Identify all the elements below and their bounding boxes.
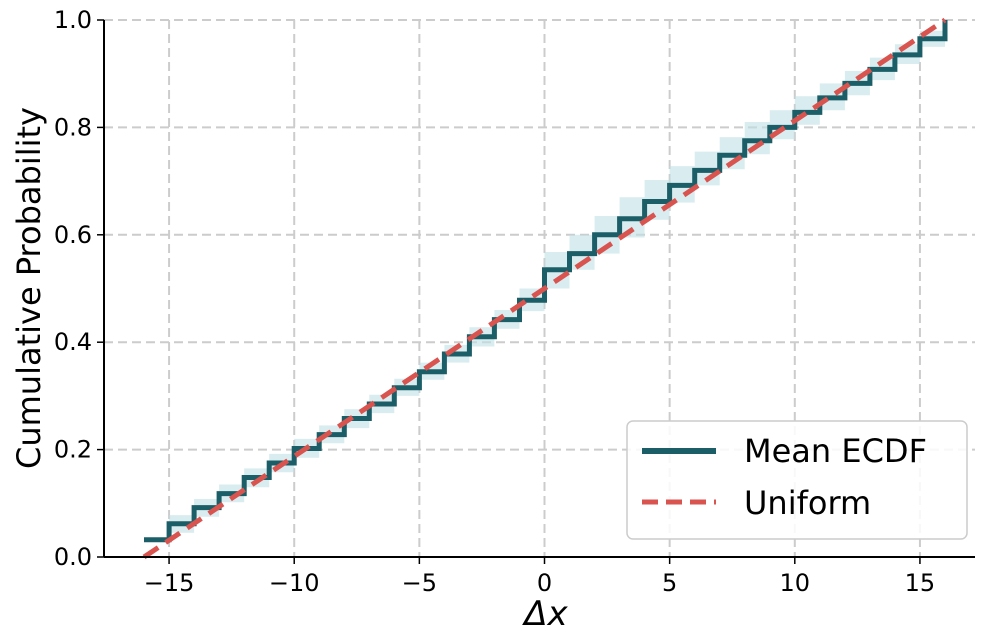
series-lines <box>142 17 948 560</box>
legend-label-uniform: Uniform <box>744 484 871 522</box>
legend-label-mean-ecdf: Mean ECDF <box>744 432 927 470</box>
x-tick-label: 15 <box>905 569 936 597</box>
x-tick-label: −10 <box>269 569 320 597</box>
y-tick-label: 1.0 <box>54 6 92 34</box>
x-tick-label: 0 <box>537 569 552 597</box>
x-tick-label: −5 <box>402 569 437 597</box>
x-axis-label: Δx <box>521 594 568 634</box>
y-tick-label: 0.4 <box>54 328 92 356</box>
axes <box>103 20 975 558</box>
y-tick-label: 0.2 <box>54 436 92 464</box>
uniform-line <box>142 17 947 560</box>
y-axis-label: Cumulative Probability <box>10 107 48 469</box>
x-tick-label: −15 <box>144 569 195 597</box>
legend: Mean ECDF Uniform <box>626 420 968 540</box>
tick-labels: −15 −10 −5 0 5 10 15 0.0 0.2 0.4 0.6 0.8 1.0 <box>54 6 935 597</box>
x-tick-label: 10 <box>780 569 811 597</box>
y-tick-label: 0.0 <box>54 543 92 571</box>
x-tick-label: 5 <box>662 569 677 597</box>
y-tick-label: 0.8 <box>54 113 92 141</box>
y-tick-label: 0.6 <box>54 221 92 249</box>
